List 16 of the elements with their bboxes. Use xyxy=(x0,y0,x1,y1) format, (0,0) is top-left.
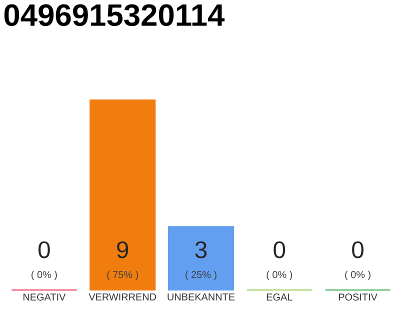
data-label: 0 xyxy=(352,241,364,258)
data-label: 9 xyxy=(117,241,128,258)
x-tick-label: UNBEKANNTE xyxy=(168,294,235,300)
annotation: ( 0% ) xyxy=(345,270,370,280)
data-label: 3 xyxy=(195,241,207,258)
x-tick-label: NEGATIV xyxy=(24,294,66,301)
x-tick-label: VERWIRREND xyxy=(88,294,156,300)
x-tick-label: POSITIV xyxy=(338,294,378,301)
annotation: ( 25% ) xyxy=(186,270,216,280)
chart-title: 0496915320114 xyxy=(4,4,225,26)
annotation: ( 75% ) xyxy=(107,270,138,280)
annotation: ( 0% ) xyxy=(32,270,57,280)
data-label: 0 xyxy=(274,241,286,258)
annotation: ( 0% ) xyxy=(266,270,292,280)
data-label: 0 xyxy=(38,241,50,258)
x-tick-label: EGAL xyxy=(266,294,292,301)
